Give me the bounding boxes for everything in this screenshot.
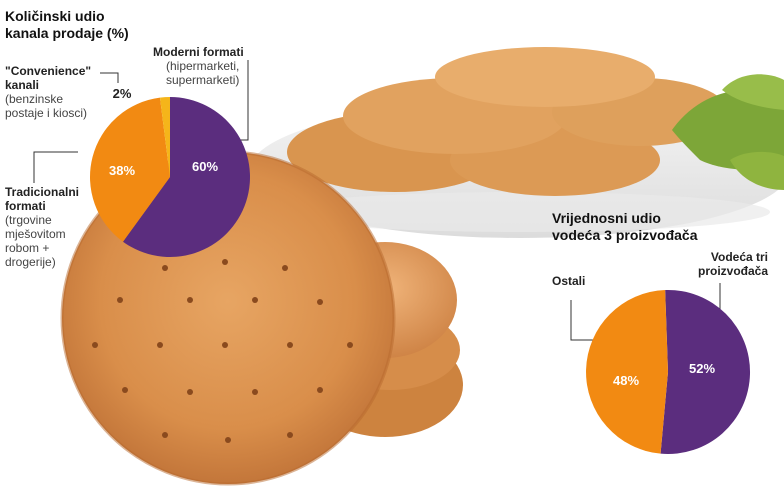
- mint-leaf: [722, 74, 784, 110]
- pie-chart-producers: 52% 48%: [586, 289, 751, 454]
- pie-chart-channels: 60% 38% 2%: [90, 86, 251, 258]
- pie-slice: [586, 290, 668, 454]
- mint-leaf: [730, 151, 784, 190]
- pie-slice: [90, 97, 170, 242]
- chart-title-producers: Vrijednosni udio vodeća 3 proizvođača: [552, 210, 698, 243]
- chart-title-channels: Količinski udio kanala prodaje (%): [5, 8, 129, 41]
- slice-sublabel-moderni: (hipermarketi, supermarketi): [166, 59, 240, 87]
- slice-sublabel-convenience: (benzinske postaje i kiosci): [5, 92, 88, 120]
- mint-leaf: [672, 90, 784, 170]
- plate-biscuit: [435, 47, 655, 107]
- slice-label-tradicionalni: Tradicionalni formati: [5, 185, 80, 213]
- slice-label-moderni: Moderni formati: [153, 45, 244, 59]
- slice-sublabel-tradicionalni: (trgovine mješovitom robom + drogerije): [5, 213, 66, 269]
- biscuit-holes: [92, 259, 353, 443]
- pie-slice: [122, 97, 251, 258]
- pie-slice: [660, 289, 751, 454]
- slice-label-vodeca: Vodeća tri proizvođača: [698, 250, 769, 278]
- leader-line-tradicionalni: [33, 151, 78, 183]
- pie-slice-value-label: 38%: [109, 163, 135, 178]
- slice-label-convenience: "Convenience" kanali: [5, 64, 92, 92]
- background-photo: [250, 47, 784, 238]
- pie-slice-value-label: 2%: [113, 86, 132, 101]
- slice-label-ostali: Ostali: [552, 274, 586, 288]
- pie-slice: [159, 97, 170, 177]
- pie-slice-value-label: 48%: [613, 373, 639, 388]
- pie-slice-value-label: 60%: [192, 159, 218, 174]
- pie-slice-value-label: 52%: [689, 361, 715, 376]
- leader-line-convenience: [100, 72, 119, 83]
- plate-shadow: [270, 192, 770, 232]
